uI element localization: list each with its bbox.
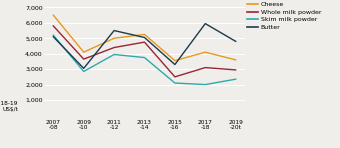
Legend: Cheese, Whole milk powder, Skim milk powder, Butter: Cheese, Whole milk powder, Skim milk pow… <box>247 2 321 30</box>
Y-axis label: 2018-19
US$/t: 2018-19 US$/t <box>0 101 18 112</box>
